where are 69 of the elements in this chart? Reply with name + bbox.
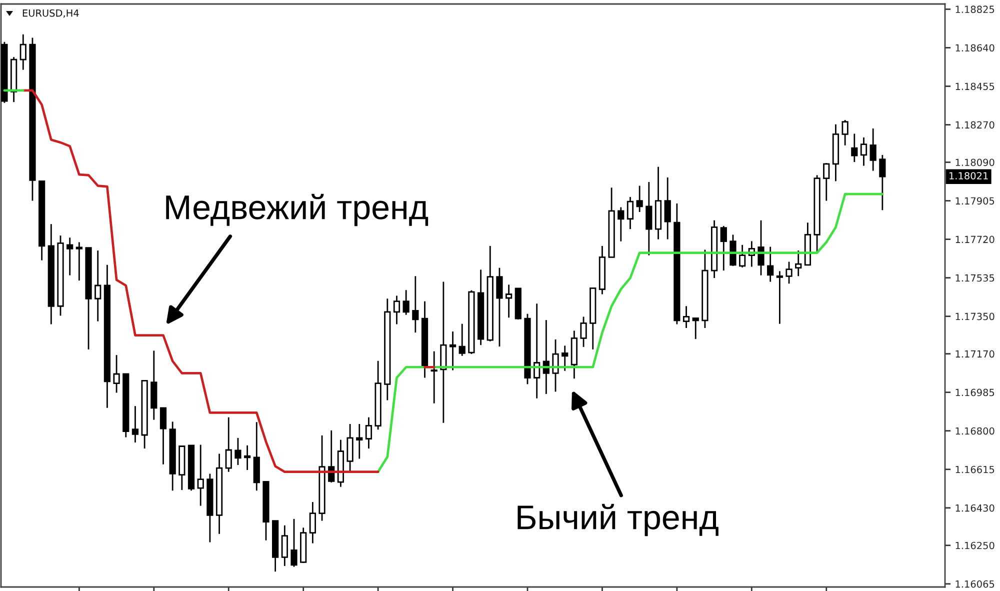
candlestick bbox=[870, 128, 876, 172]
candlestick bbox=[290, 518, 298, 568]
y-tick-label: 1.18825 bbox=[956, 6, 994, 14]
candlestick bbox=[730, 234, 736, 267]
candlestick bbox=[795, 250, 802, 277]
candlestick bbox=[197, 444, 204, 506]
candlestick bbox=[823, 162, 830, 202]
candlestick bbox=[365, 416, 372, 450]
y-tick-label: 1.16250 bbox=[956, 542, 994, 550]
y-tick-label: 1.16430 bbox=[956, 504, 994, 512]
candlestick bbox=[860, 136, 868, 166]
y-tick-label: 1.17350 bbox=[956, 312, 994, 320]
candlestick bbox=[618, 206, 624, 242]
candlestick bbox=[692, 318, 699, 340]
candlestick bbox=[646, 181, 652, 256]
candlestick bbox=[720, 225, 727, 272]
candlestick bbox=[76, 242, 82, 282]
y-tick-label: 1.17905 bbox=[956, 197, 994, 205]
candlestick bbox=[402, 289, 410, 316]
candlestick bbox=[786, 261, 792, 284]
text: 1.18021 bbox=[950, 172, 988, 180]
candlestick bbox=[430, 350, 438, 404]
y-tick-label: 1.17170 bbox=[956, 350, 994, 358]
annotation: Бычий тренд bbox=[518, 504, 718, 536]
candlestick bbox=[879, 154, 886, 211]
candlestick bbox=[160, 407, 167, 466]
candlestick bbox=[412, 275, 419, 334]
candlestick bbox=[682, 305, 690, 329]
candlestick bbox=[842, 119, 848, 146]
y-tick-label: 1.17535 bbox=[956, 274, 994, 282]
y-tick-label: 1.18090 bbox=[956, 158, 994, 166]
y-tick-label: 1.18640 bbox=[956, 44, 994, 52]
candlestick bbox=[496, 267, 503, 348]
y-tick-label: 1.18270 bbox=[956, 121, 994, 129]
candlestick bbox=[636, 185, 643, 213]
y-tick-label: 1.16985 bbox=[956, 388, 994, 396]
candlestick bbox=[393, 295, 400, 325]
candlestick bbox=[506, 284, 512, 318]
candlestick bbox=[66, 236, 74, 276]
candlestick bbox=[776, 270, 783, 325]
candlestick bbox=[739, 244, 746, 268]
candlestick bbox=[851, 133, 858, 163]
candlestick bbox=[244, 444, 251, 471]
candlestick bbox=[113, 354, 120, 394]
candlestick bbox=[758, 220, 764, 276]
candlestick bbox=[281, 524, 288, 567]
candlestick bbox=[356, 423, 363, 460]
y-tick-label: 1.17720 bbox=[956, 236, 994, 244]
candlestick bbox=[234, 437, 242, 466]
annotation: Медвежий тренд bbox=[166, 194, 428, 226]
candlestick bbox=[580, 316, 587, 348]
candlestick bbox=[132, 405, 139, 444]
y-tick-label: 1.16065 bbox=[956, 580, 994, 588]
y-tick-label: 1.16615 bbox=[956, 466, 994, 474]
y-tick-label: 1.18455 bbox=[956, 82, 994, 90]
y-tick-label: 1.16800 bbox=[956, 427, 994, 435]
candlestick bbox=[562, 344, 568, 372]
candlestick bbox=[552, 338, 559, 392]
candlestick bbox=[94, 250, 102, 322]
candlestick bbox=[346, 423, 354, 473]
chart-title: EURUSD,H4 bbox=[22, 9, 79, 18]
candlestick bbox=[458, 323, 466, 357]
candlestick bbox=[309, 501, 316, 544]
candlestick bbox=[626, 196, 634, 230]
candlestick bbox=[449, 330, 456, 371]
candlestick bbox=[767, 246, 774, 282]
candlestick bbox=[20, 34, 26, 70]
candlestick bbox=[664, 176, 671, 240]
candlestick bbox=[225, 416, 232, 473]
